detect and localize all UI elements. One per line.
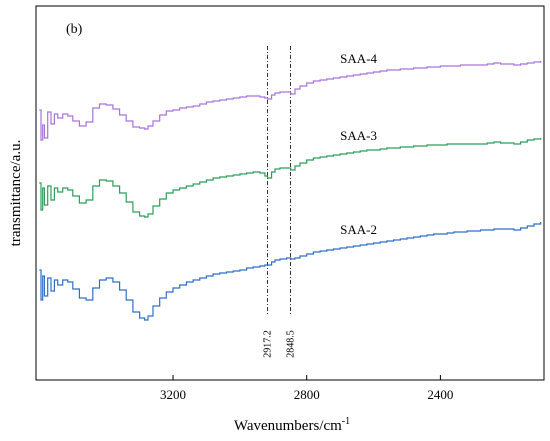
x-axis-label-superscript: -1 [342,416,350,427]
series-line-SAA-4 [39,61,542,141]
x-tick-label-3200: 3200 [160,387,186,402]
series-line-SAA-2 [39,222,542,321]
series-line-SAA-3 [39,138,542,218]
reference-lines: 2917.2 2848.5 [263,46,297,358]
x-tick-label-2400: 2400 [427,387,453,402]
series-label-SAA-4: SAA-4 [340,51,377,66]
x-ticks: 3200 2800 2400 [160,375,453,402]
series-group: SAA-4 SAA-3 SAA-2 [39,51,542,321]
series-label-SAA-2: SAA-2 [340,222,377,237]
reference-label-2917.2: 2917.2 [263,330,274,358]
y-axis-label: transmittance/a.u. [8,140,24,247]
reference-label-2848.5: 2848.5 [286,330,297,358]
x-tick-label-2800: 2800 [294,387,320,402]
panel-label: (b) [66,22,83,37]
series-label-SAA-3: SAA-3 [340,128,377,143]
plot-frame [35,5,545,381]
x-axis-label: Wavenumbers/cm-1 [234,416,350,434]
